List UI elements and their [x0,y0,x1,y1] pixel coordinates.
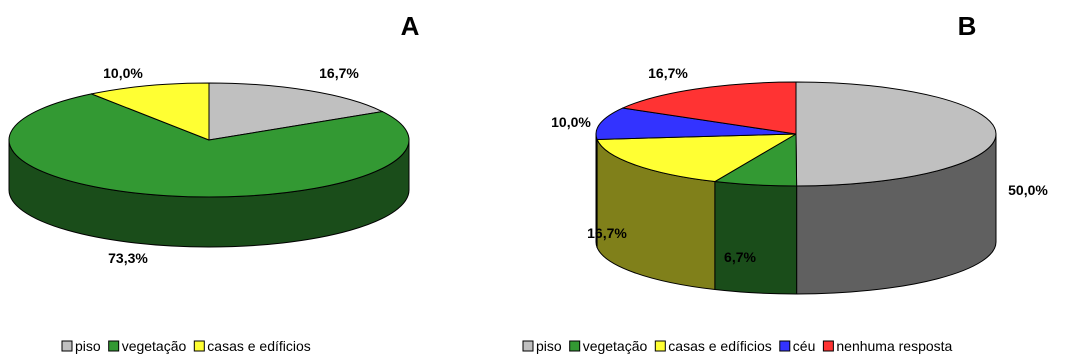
legend-label-vegetacao: vegetação [583,338,648,354]
data-label-nenhuma-resposta: 16,7% [648,65,688,81]
data-label-casas-e-edificios: 10,0% [103,65,143,81]
data-label-vegetacao: 6,7% [724,249,756,265]
pie-chart-a: A 16,7% 73,3% 10,0% piso vegetação casas e edí… [8,11,420,354]
slice-casas-e-edificios [596,133,797,183]
legend-label-ceu: céu [793,338,816,354]
legend-label-vegetacao: vegetação [122,338,187,354]
legend-swatch-vegetacao [108,340,120,352]
legend-label-nenhuma-resposta: nenhuma resposta [836,338,952,354]
legend-label-casas-e-edificios: casas e edíficios [207,338,311,354]
slice-ceu [595,107,797,140]
slice-casas-e-edificios [90,82,210,141]
data-label-ceu: 10,0% [551,114,591,130]
legend: piso vegetação casas e edíficios [61,338,311,354]
slice-piso [795,81,997,187]
legend-swatch-casas-e-edificios [193,340,205,352]
legend-label-piso: piso [536,338,562,354]
legend-swatch-ceu [779,340,791,352]
legend-label-casas-e-edificios: casas e edíficios [668,338,772,354]
data-label-piso: 50,0% [1008,182,1048,198]
legend: piso vegetação casas e edíficios céu nenhuma… [522,338,953,354]
slice-piso [208,82,383,141]
slice-vegetacao [8,93,410,198]
legend-label-piso: piso [75,338,101,354]
legend-swatch-vegetacao [569,340,581,352]
legend-swatch-nenhuma-resposta [822,340,834,352]
pie-chart-b: B 50,0% 6,7% 16,7% 10,0% 16,7% piso vegetação ca… [522,11,1048,354]
data-label-casas-e-edificios: 16,7% [587,225,627,241]
slice-nenhuma-resposta [622,81,797,135]
legend-swatch-piso [522,340,534,352]
legend-swatch-piso [61,340,73,352]
chart-title: B [958,11,977,41]
data-label-piso: 16,7% [319,65,359,81]
data-label-vegetacao: 73,3% [108,250,148,266]
side-wall-vegetacao [714,181,798,295]
chart-title: A [401,11,420,41]
legend-swatch-casas-e-edificios [654,340,666,352]
